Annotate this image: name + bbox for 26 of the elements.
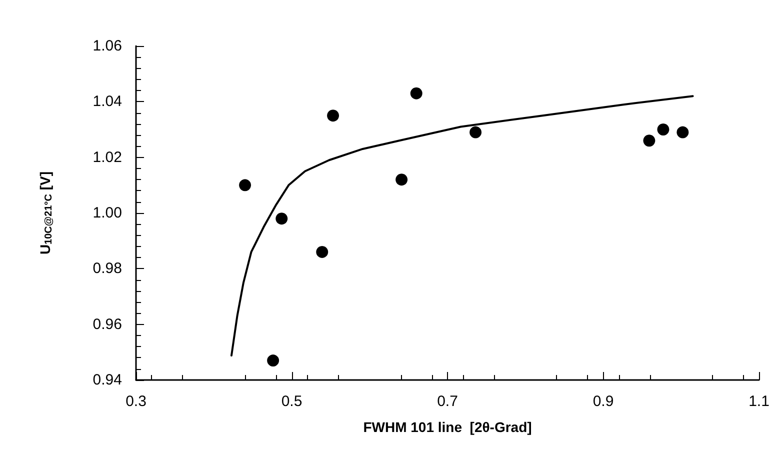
y-tick-label: 1.00 (92, 204, 122, 222)
y-tick-label: 0.94 (92, 372, 122, 388)
point (410, 87, 422, 100)
y-tick-label: 1.02 (92, 148, 122, 166)
x-tick-label: 1.1 (748, 393, 770, 410)
point (239, 179, 252, 192)
line-series (230, 95, 694, 357)
x-tick-label: 0.7 (437, 393, 458, 410)
y-tick-label: 0.96 (92, 316, 122, 333)
x-axis-title: FWHM 101 line [2θ-Grad] (363, 419, 532, 435)
point (267, 354, 280, 367)
x-tick-label: 0.5 (281, 393, 302, 410)
point (657, 124, 670, 136)
x-tick-label: 0.3 (126, 393, 146, 410)
y-tick-label: 1.06 (92, 38, 122, 54)
point (276, 212, 288, 225)
point (470, 126, 482, 138)
y-tick-label: 1.04 (92, 93, 122, 110)
point (676, 126, 689, 138)
y-tick-label: 0.98 (92, 260, 122, 278)
x-tick-label: 0.9 (592, 393, 614, 410)
point (316, 246, 328, 258)
point (643, 134, 656, 147)
y-axis-title: U10C@21°C [V] (37, 171, 54, 255)
point (327, 110, 340, 122)
point (396, 174, 408, 186)
